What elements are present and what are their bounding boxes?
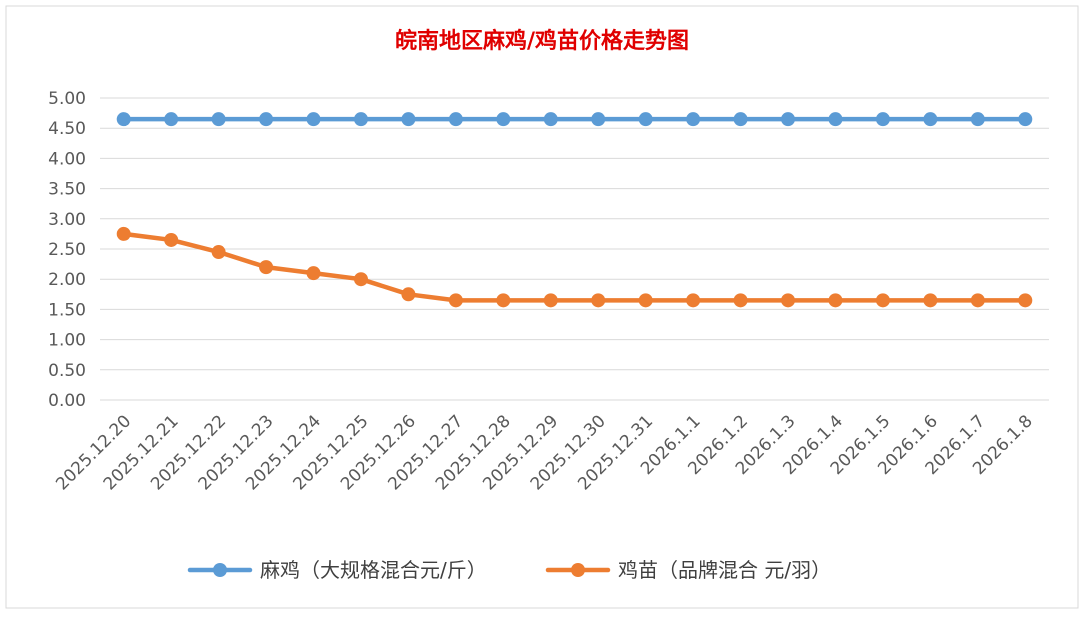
chart-border	[5, 5, 1079, 609]
y-axis-ticks: 0.00 0.50 1.00 1.50 2.00 2.50 3.00 3.50 4.00 4.50…	[48, 89, 86, 411]
series-1-point	[306, 112, 321, 127]
series-2-point	[401, 287, 416, 302]
series-1-point	[164, 112, 179, 127]
series-1-point	[259, 112, 274, 127]
series-1-point	[591, 112, 606, 127]
series-1-point	[686, 112, 701, 127]
series-2-point	[164, 232, 179, 247]
gridlines	[100, 97, 1049, 401]
series-2-point	[496, 293, 511, 308]
y-tick-label: 5.00	[48, 89, 86, 109]
series-2-point	[306, 266, 321, 281]
y-tick-label: 0.50	[48, 361, 86, 381]
series-1-point	[638, 112, 653, 127]
series-line-2	[121, 231, 1028, 303]
series-2-point	[543, 293, 558, 308]
legend: 麻鸡（大规格混合元/斤） 鸡苗（品牌混合 元/羽）	[187, 558, 831, 582]
series-1-point	[543, 112, 558, 127]
y-tick-label: 2.50	[48, 240, 86, 260]
series-2-point	[638, 293, 653, 308]
series-1-point	[448, 112, 463, 127]
legend-marker-2	[571, 563, 585, 577]
y-tick-label: 0.00	[48, 391, 86, 411]
series-2-point	[828, 293, 843, 308]
series-1-point	[970, 112, 985, 127]
chart-title: 皖南地区麻鸡/鸡苗价格走势图	[395, 28, 689, 54]
series-1-point	[828, 112, 843, 127]
legend-marker-1	[213, 563, 227, 577]
series-2-point	[686, 293, 701, 308]
y-tick-label: 4.00	[48, 149, 86, 169]
series-group	[116, 112, 1033, 308]
series-2-point	[970, 293, 985, 308]
series-1-point	[781, 112, 796, 127]
series-1-point	[401, 112, 416, 127]
series-2-point	[211, 245, 226, 260]
series-2-point	[923, 293, 938, 308]
legend-label-1: 麻鸡（大规格混合元/斤）	[260, 558, 487, 582]
series-1-point	[923, 112, 938, 127]
series-2-point	[875, 293, 890, 308]
series-1-point	[211, 112, 226, 127]
legend-label-2: 鸡苗（品牌混合 元/羽）	[618, 558, 831, 582]
series-1-point	[496, 112, 511, 127]
series-1-point	[353, 112, 368, 127]
series-2-point	[116, 226, 131, 241]
series-2-point	[781, 293, 796, 308]
series-1-point	[116, 112, 131, 127]
series-2-point	[733, 293, 748, 308]
series-2-point	[448, 293, 463, 308]
y-tick-label: 3.50	[48, 180, 86, 200]
series-1-point	[733, 112, 748, 127]
y-tick-label: 1.00	[48, 331, 86, 351]
series-1-point	[875, 112, 890, 127]
series-2-point	[591, 293, 606, 308]
y-tick-label: 4.50	[48, 119, 86, 139]
series-2-point	[1018, 293, 1033, 308]
series-2-point	[259, 260, 274, 275]
y-tick-label: 2.00	[48, 270, 86, 290]
y-tick-label: 1.50	[48, 300, 86, 320]
series-1-point	[1018, 112, 1033, 127]
series-2-point	[353, 272, 368, 287]
y-tick-label: 3.00	[48, 210, 86, 230]
